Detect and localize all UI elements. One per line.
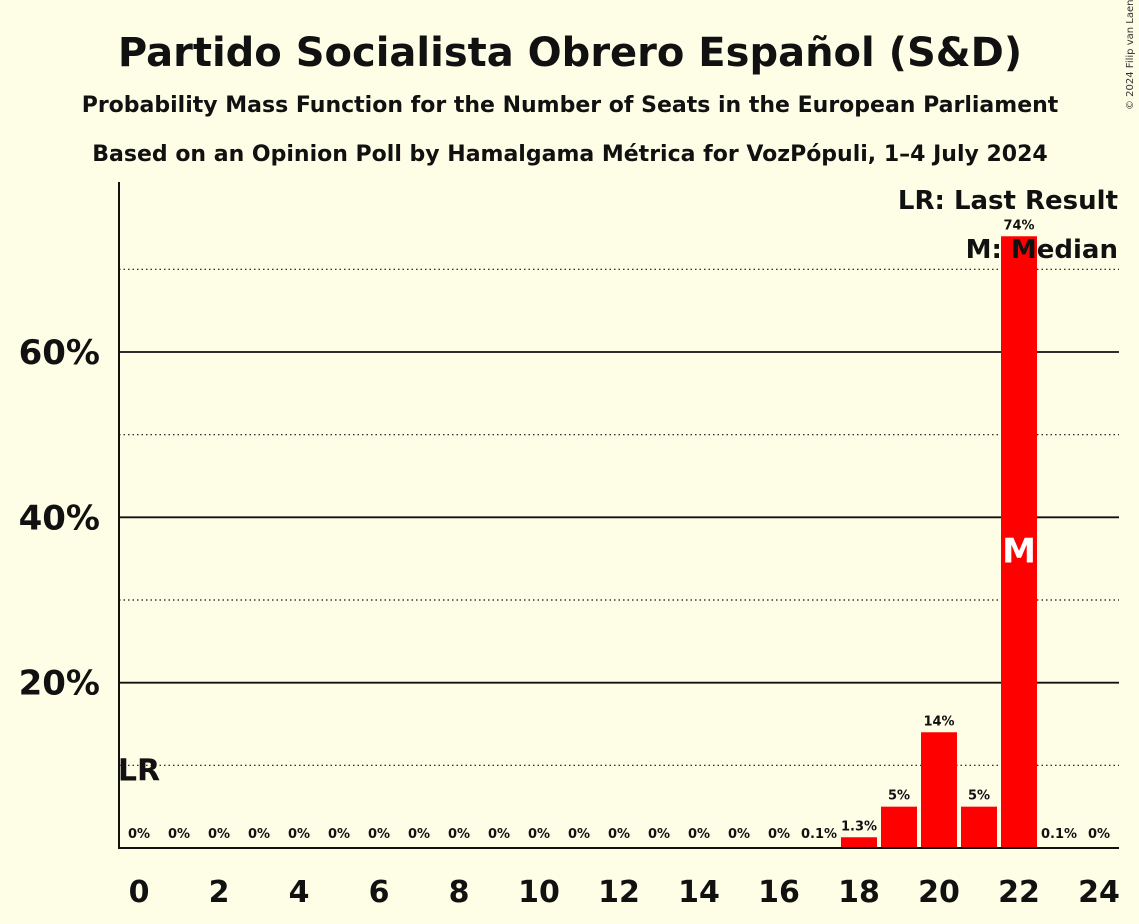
data-label: 0.1% [801,827,837,842]
x-tick-label: 14 [678,875,720,910]
copyright: © 2024 Filip van Laenen [1125,0,1136,110]
chart-subtitle: Probability Mass Function for the Number… [82,93,1059,118]
data-label: 0% [168,827,190,842]
data-label: 0% [408,827,430,842]
data-label: 0% [688,827,710,842]
x-tick-label: 2 [209,875,230,910]
data-label: 0% [248,827,270,842]
legend-last-result: LR: Last Result [898,186,1118,216]
axes: 0 2 4 6 8 10 12 14 16 18 20 22 24 [118,182,1120,910]
chart-title: Partido Socialista Obrero Español (S&D) [118,30,1022,76]
median-marker: M [1002,531,1036,571]
y-tick-label: 40% [19,498,100,538]
data-label: 5% [968,789,990,804]
x-tick-label: 24 [1078,875,1120,910]
bar [1001,236,1037,848]
data-label: 0% [328,827,350,842]
x-tick-label: 8 [449,875,470,910]
chart-subtitle-source: Based on an Opinion Poll by Hamalgama Mé… [92,142,1047,167]
x-tick-label: 18 [838,875,880,910]
data-label: 0% [648,827,670,842]
data-label: 0% [208,827,230,842]
bar [961,806,997,848]
data-label: 0% [128,827,150,842]
bar [921,732,957,848]
data-label: 1.3% [841,819,877,834]
data-label: 0% [448,827,470,842]
data-label: 0% [568,827,590,842]
x-tick-label: 6 [369,875,390,910]
bar [841,837,877,848]
y-tick-label: 20% [19,664,100,704]
bar [881,806,917,848]
legend-median: M: Median [966,235,1118,265]
last-result-marker: LR [118,753,160,788]
x-tick-label: 20 [918,875,960,910]
data-label: 0% [288,827,310,842]
data-label: 0.1% [1041,827,1077,842]
bars: 0% 0% 0% 0% 0% 0% 0% 0% 0% 0% 0% 0% 0% 0% 0% 0% 0% 0.1% 1.… [118,218,1110,848]
data-label: 0% [1088,827,1110,842]
x-tick-label: 16 [758,875,800,910]
data-label: 0% [528,827,550,842]
y-tick-label: 60% [19,333,100,373]
x-tick-label: 4 [289,875,310,910]
data-label: 0% [608,827,630,842]
x-tick-label: 0 [129,875,150,910]
data-label: 5% [888,789,910,804]
x-tick-label: 22 [998,875,1040,910]
data-label: 14% [923,714,954,729]
x-tick-label: 10 [518,875,560,910]
x-tick-label: 12 [598,875,640,910]
data-label: 0% [368,827,390,842]
data-label: 0% [728,827,750,842]
data-label: 74% [1003,218,1034,233]
grid: 20% 40% 60% [19,268,1119,766]
data-label: 0% [488,827,510,842]
data-label: 0% [768,827,790,842]
